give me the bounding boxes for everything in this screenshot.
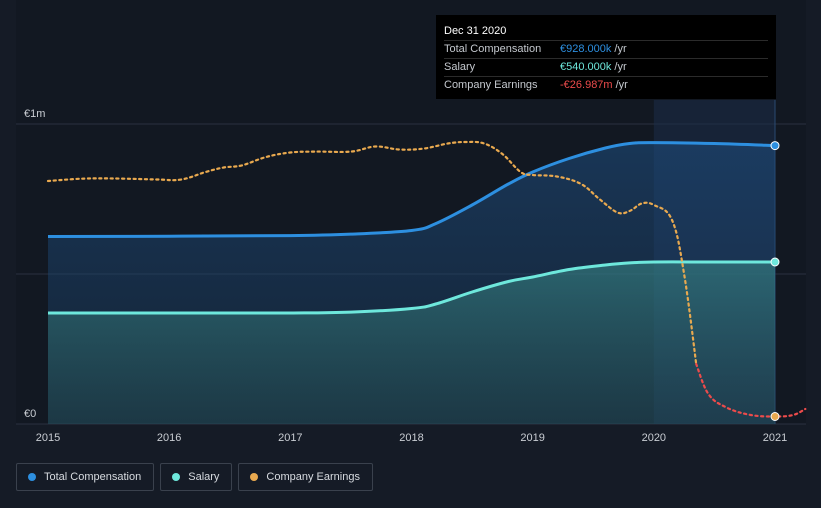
marker-company-earnings: [770, 412, 780, 421]
legend-item-company-earnings[interactable]: Company Earnings: [238, 463, 373, 491]
tooltip-row-company-earnings: Company Earnings -€26.987m /yr: [444, 77, 768, 94]
markers: [770, 141, 780, 421]
x-tick-label: 2018: [399, 432, 423, 444]
tooltip-row-salary: Salary €540.000k /yr: [444, 59, 768, 77]
legend-label: Company Earnings: [266, 471, 360, 483]
legend-label: Salary: [188, 471, 220, 483]
line-company-earnings: [46, 140, 698, 366]
series-lines: [46, 140, 807, 418]
line-company-earnings-negative: [695, 362, 807, 418]
tooltip-label: Company Earnings: [444, 79, 538, 91]
legend-item-total-compensation[interactable]: Total Compensation: [16, 463, 155, 491]
tooltip-value: €928.000k: [560, 43, 612, 55]
y-axis-ticks: €1m €0: [24, 108, 45, 420]
legend-dot-icon: [28, 473, 36, 481]
area-salary: [48, 261, 775, 424]
line-total-compensation: [47, 141, 776, 238]
tooltip: Dec 31 2020 Total Compensation €928.000k…: [436, 15, 776, 99]
x-tick-label: 2021: [763, 432, 787, 444]
tooltip-unit: /yr: [614, 61, 627, 73]
tooltip-unit: /yr: [615, 79, 628, 91]
tooltip-label: Salary: [444, 61, 476, 73]
legend-label: Total Compensation: [44, 471, 142, 483]
x-tick-label: 2017: [278, 432, 302, 444]
areas: [48, 142, 775, 424]
x-tick-label: 2015: [36, 432, 60, 444]
y-tick-label: €0: [24, 408, 36, 420]
legend-dot-icon: [172, 473, 181, 481]
x-tick-label: 2020: [642, 432, 666, 444]
tooltip-unit: /yr: [614, 43, 627, 55]
tooltip-value: -€26.987m: [560, 79, 613, 91]
legend-item-salary[interactable]: Salary: [160, 463, 233, 491]
tooltip-label: Total Compensation: [444, 43, 542, 55]
line-salary: [48, 260, 775, 315]
marker-salary: [770, 257, 780, 267]
tooltip-value: €540.000k: [560, 61, 612, 73]
y-tick-label: €1m: [24, 108, 45, 120]
tooltip-row-total-compensation: Total Compensation €928.000k /yr: [444, 41, 768, 59]
marker-total-compensation: [770, 141, 780, 151]
legend: Total Compensation Salary Company Earnin…: [16, 463, 373, 491]
legend-dot-icon: [250, 473, 259, 481]
x-tick-label: 2019: [520, 432, 544, 444]
x-axis-ticks: 2015 2016 2017 2018 2019 2020 2021: [36, 432, 787, 444]
tooltip-date: Dec 31 2020: [444, 23, 768, 41]
x-tick-label: 2016: [157, 432, 181, 444]
